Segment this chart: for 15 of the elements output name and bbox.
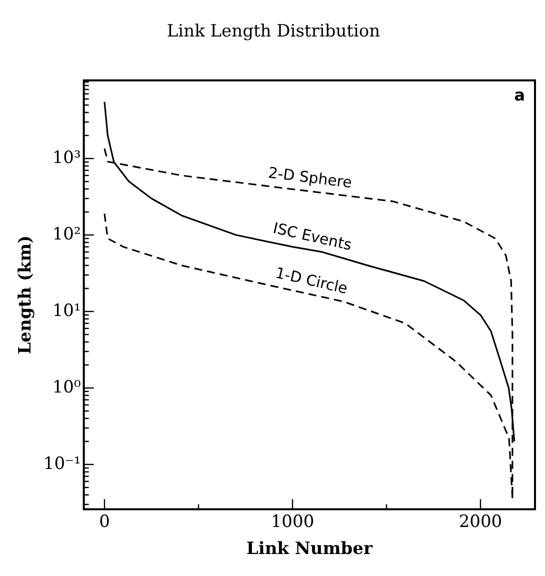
y-tick-label: 10² bbox=[52, 224, 81, 244]
text: 2-D Sphere bbox=[267, 164, 353, 192]
y-tick-label: 10³ bbox=[52, 148, 81, 168]
x-axis-title: Link Number bbox=[246, 539, 374, 560]
text: ISC Events bbox=[271, 218, 354, 254]
text: 1-D Circle bbox=[274, 264, 350, 298]
annotation: a bbox=[514, 86, 525, 105]
y-tick-label: 10⁰ bbox=[52, 377, 81, 398]
x-tick-label: 0 bbox=[99, 512, 110, 532]
chart-title: Link Length Distribution bbox=[166, 22, 380, 42]
x-tick-label: 1000 bbox=[270, 512, 314, 532]
x-tick-label: 2000 bbox=[458, 512, 502, 532]
y-axis-title: Length (km) bbox=[16, 235, 36, 354]
y-tick-label: 10⁻¹ bbox=[43, 454, 81, 474]
y-tick-label: 10¹ bbox=[52, 300, 81, 321]
